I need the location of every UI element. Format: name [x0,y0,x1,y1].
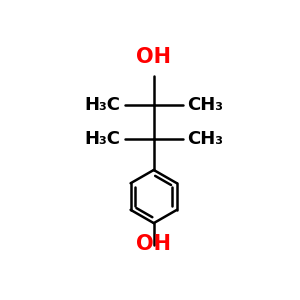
Text: CH₃: CH₃ [188,130,224,148]
Text: H₃C: H₃C [84,130,120,148]
Text: CH₃: CH₃ [188,96,224,114]
Text: OH: OH [136,234,171,254]
Text: H₃C: H₃C [84,96,120,114]
Text: OH: OH [136,47,171,67]
